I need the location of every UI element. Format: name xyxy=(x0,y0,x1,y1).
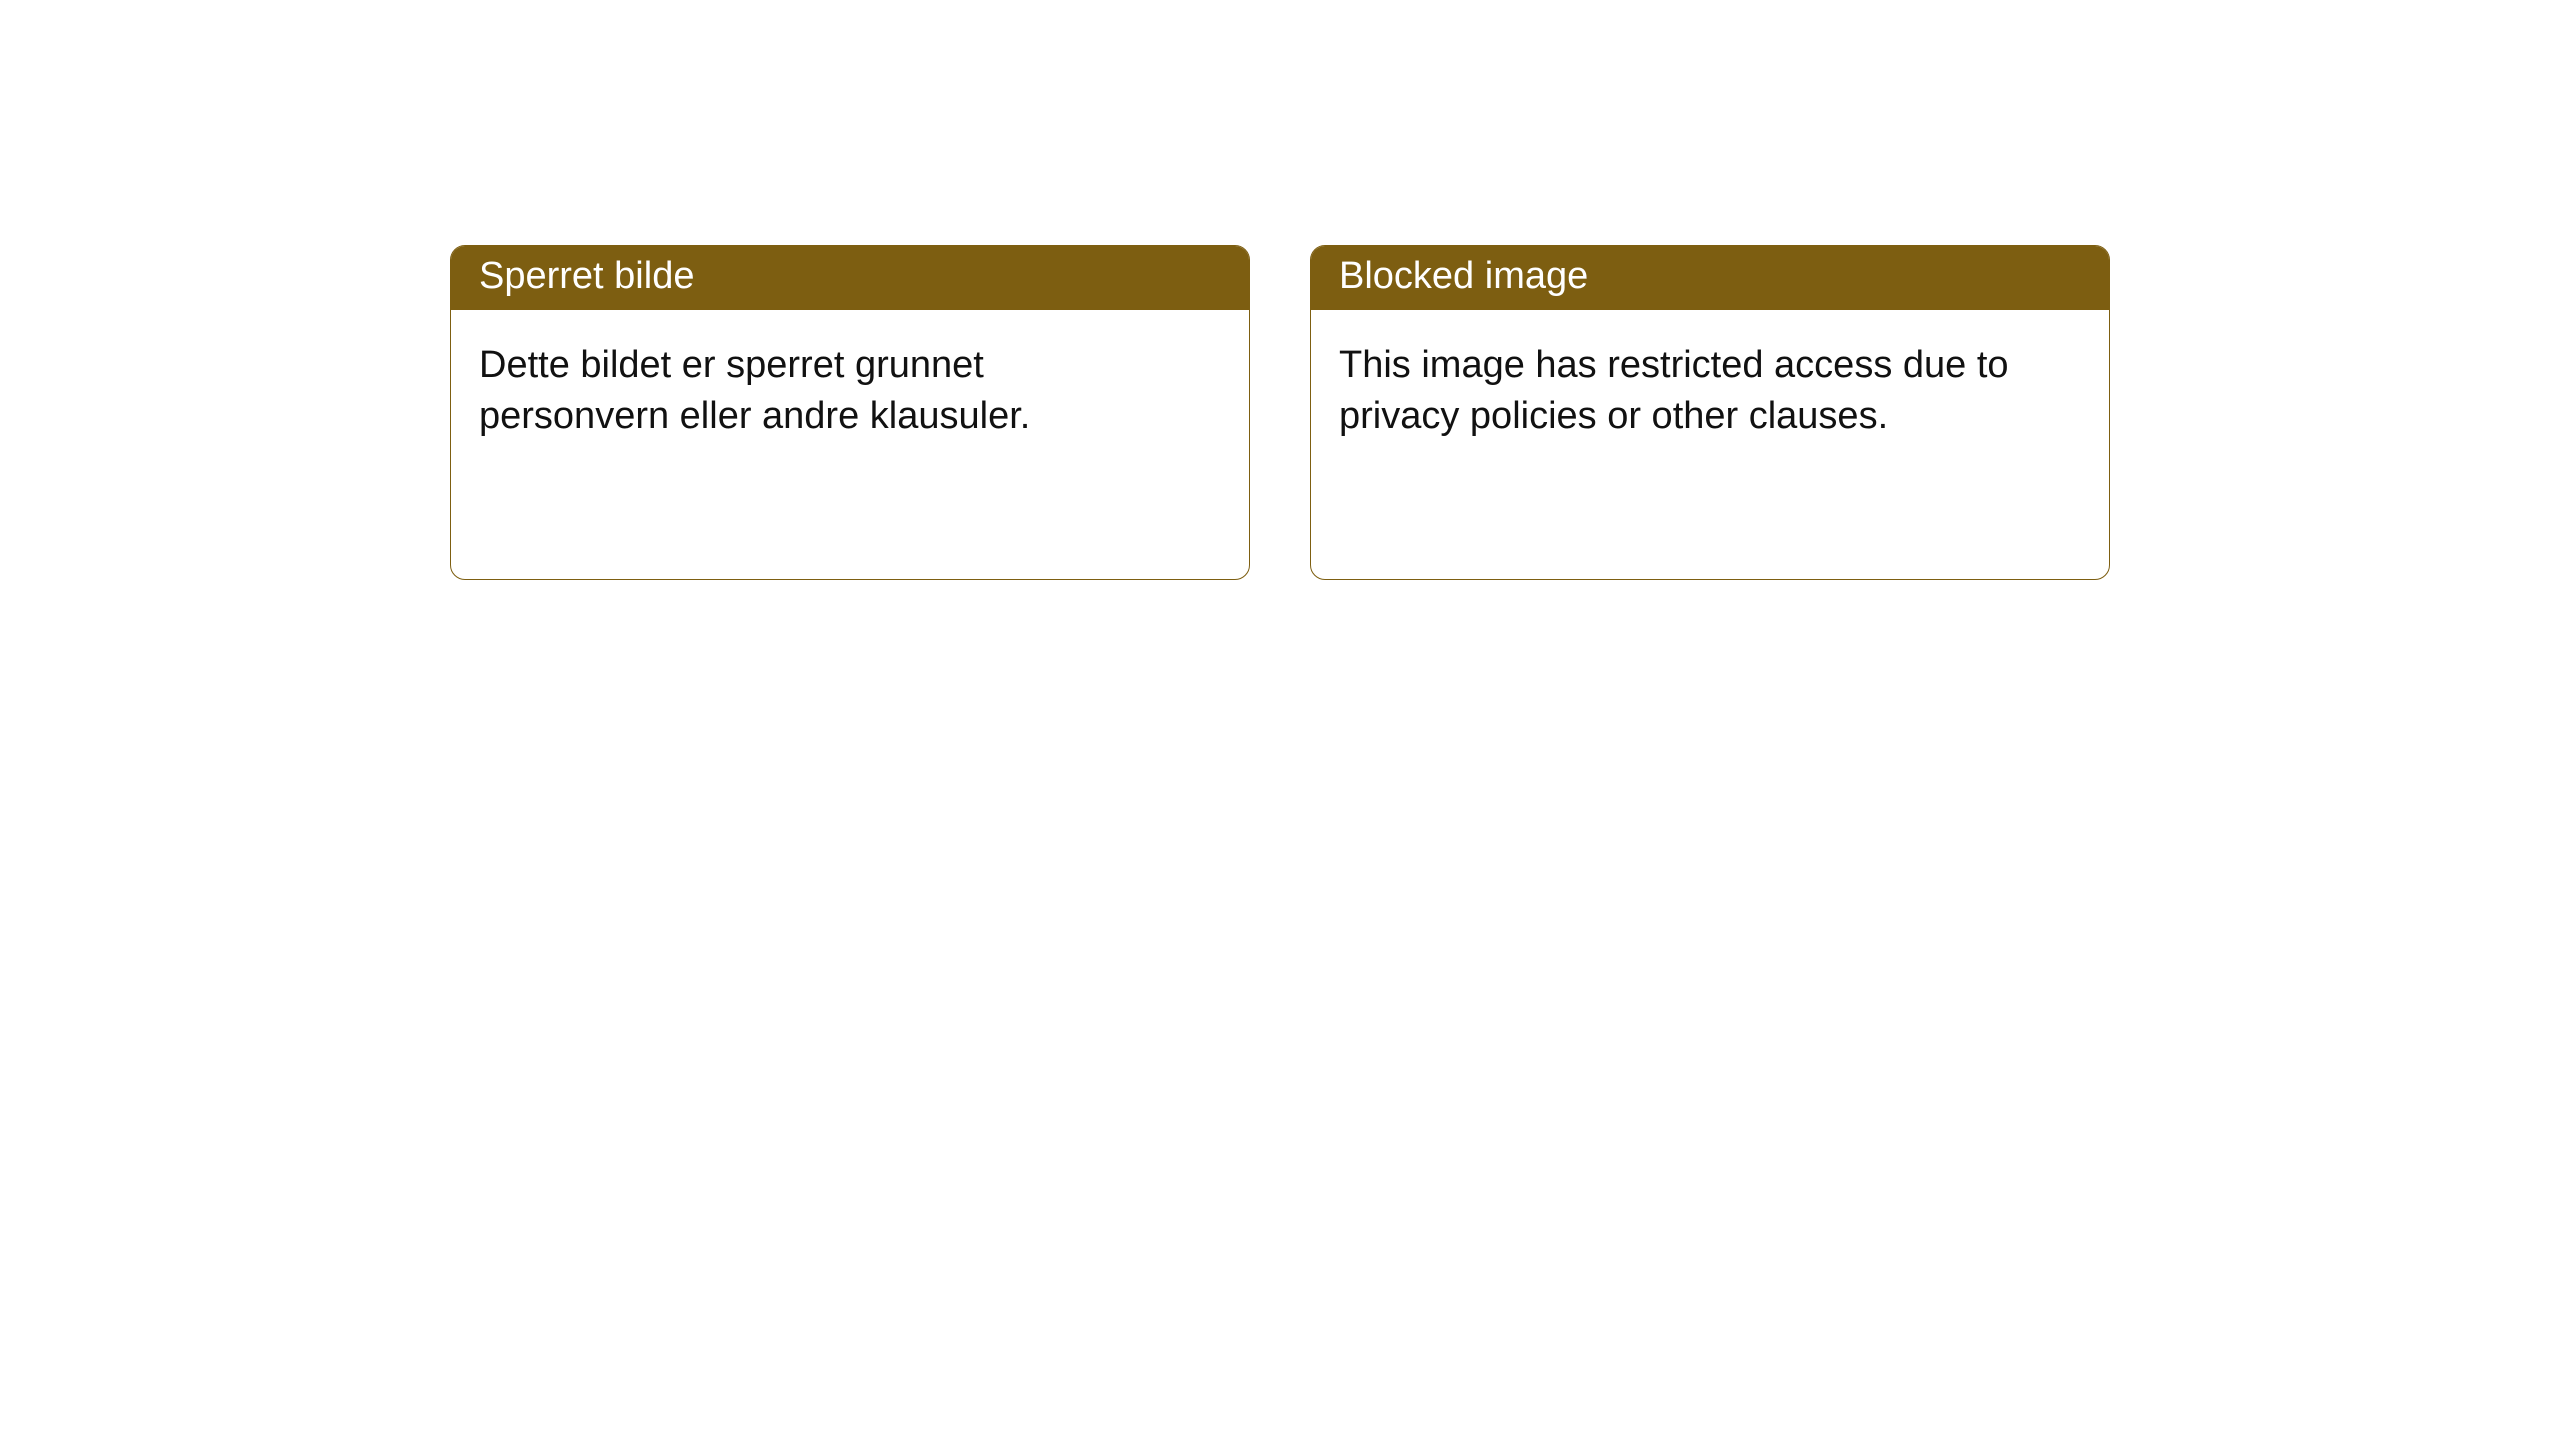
notice-card-norwegian: Sperret bilde Dette bildet er sperret gr… xyxy=(450,245,1250,580)
notice-body: This image has restricted access due to … xyxy=(1311,310,2109,473)
notice-title: Blocked image xyxy=(1311,246,2109,310)
notice-title: Sperret bilde xyxy=(451,246,1249,310)
notice-body-text: This image has restricted access due to … xyxy=(1339,340,2039,443)
notice-body: Dette bildet er sperret grunnet personve… xyxy=(451,310,1249,473)
notice-container: Sperret bilde Dette bildet er sperret gr… xyxy=(450,245,2110,580)
notice-body-text: Dette bildet er sperret grunnet personve… xyxy=(479,340,1179,443)
notice-card-english: Blocked image This image has restricted … xyxy=(1310,245,2110,580)
